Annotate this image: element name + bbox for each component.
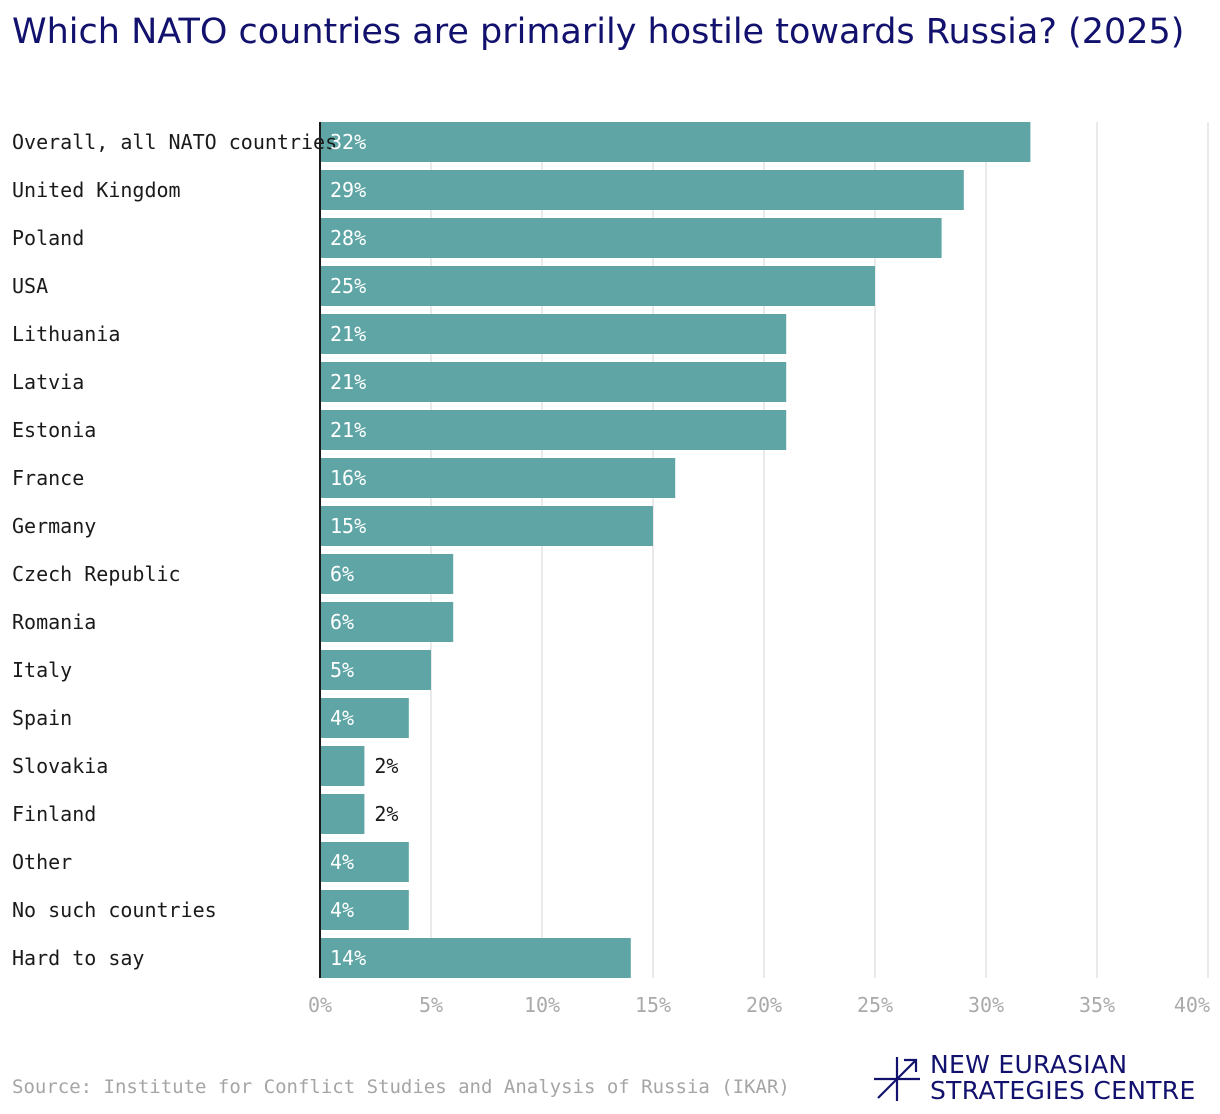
chart-title: Which NATO countries are primarily hosti… [12,12,1185,52]
bar [320,506,653,546]
category-label: Estonia [12,418,96,442]
bar [320,458,676,498]
brand-name: NEW EURASIAN STRATEGIES CENTRE [930,1052,1196,1104]
value-label: 5% [330,658,354,682]
value-label: 4% [330,850,354,874]
x-tick-label: 40% [1174,993,1210,1017]
category-label: No such countries [12,898,217,922]
value-label: 15% [330,514,366,538]
value-label: 28% [330,226,366,250]
bar [320,746,365,786]
category-label: Slovakia [12,754,108,778]
source-note: Source: Institute for Conflict Studies a… [12,1076,790,1098]
value-label: 4% [330,898,354,922]
category-labels: Overall, all NATO countries United Kingdo… [12,130,337,970]
x-tick-label: 5% [419,993,443,1017]
bar [320,314,787,354]
value-label: 25% [330,274,366,298]
value-label: 14% [330,946,366,970]
category-label: Latvia [12,370,84,394]
gridlines [430,122,1209,978]
value-label: 2% [374,754,398,778]
value-label: 32% [330,130,366,154]
value-label: 29% [330,178,366,202]
value-label: 4% [330,706,354,730]
value-label: 21% [330,370,366,394]
value-label: 6% [330,562,354,586]
category-label: Romania [12,610,96,634]
bar [320,266,875,306]
bar [320,650,431,690]
bar [320,938,631,978]
bars [320,122,1031,978]
x-tick-label: 0% [308,993,332,1017]
category-label: Poland [12,226,84,250]
brand-logo: NEW EURASIAN STRATEGIES CENTRE [872,1052,1212,1108]
bar [320,794,365,834]
category-label: Italy [12,658,72,682]
x-tick-label: 15% [635,993,671,1017]
category-label: France [12,466,84,490]
x-tick-label: 35% [1079,993,1115,1017]
category-label: Lithuania [12,322,120,346]
category-label: Hard to say [12,946,144,970]
x-axis-ticks: 0% 5% 10% 15% 20% 25% 30% 35% 40% [308,993,1210,1017]
value-label: 16% [330,466,366,490]
value-label: 2% [374,802,398,826]
x-tick-label: 10% [524,993,560,1017]
bar [320,890,409,930]
value-labels: 32% 29% 28% 25% 21% 21% 21% 16% 15% 6% 6% 5% 4% 2% 2% 4… [330,130,398,970]
brand-line-1: NEW EURASIAN [930,1050,1128,1079]
value-label: 21% [330,322,366,346]
category-label: Czech Republic [12,562,181,586]
bar [320,218,942,258]
value-label: 6% [330,610,354,634]
bar [320,698,409,738]
bar [320,122,1031,162]
bar [320,410,787,450]
bar [320,170,964,210]
bar [320,842,409,882]
bar [320,602,454,642]
brand-line-2: STRATEGIES CENTRE [930,1076,1196,1105]
category-label: Germany [12,514,96,538]
x-tick-label: 25% [857,993,893,1017]
x-tick-label: 20% [746,993,782,1017]
category-label: Other [12,850,72,874]
bar-chart: Overall, all NATO countries United Kingdo… [12,122,1210,1017]
x-tick-label: 30% [968,993,1004,1017]
category-label: United Kingdom [12,178,181,202]
bar [320,554,454,594]
value-label: 21% [330,418,366,442]
bar [320,362,787,402]
brand-arrow-icon [874,1057,920,1101]
category-label: Overall, all NATO countries [12,130,337,154]
category-label: Spain [12,706,72,730]
category-label: Finland [12,802,96,826]
category-label: USA [12,274,48,298]
